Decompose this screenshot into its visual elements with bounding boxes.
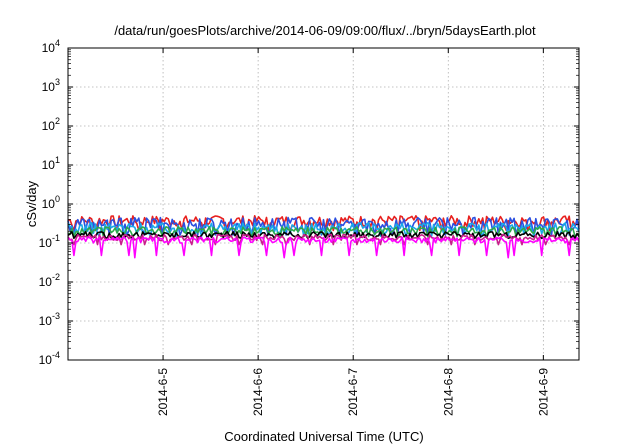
y-tick-label: 103 bbox=[42, 77, 60, 94]
grid bbox=[68, 48, 579, 360]
chart-title: /data/run/goesPlots/archive/2014-06-09/0… bbox=[114, 23, 536, 38]
x-axis: 2014-6-5 2014-6-6 2014-6-7 2014-6-8 2014-6-9 bbox=[156, 48, 550, 416]
y-tick-label: 10-2 bbox=[39, 272, 60, 289]
x-tick-label: 2014-6-9 bbox=[536, 368, 550, 416]
x-axis-label: Coordinated Universal Time (UTC) bbox=[224, 429, 423, 444]
y-tick-label: 10-1 bbox=[39, 233, 60, 250]
series-line-7 bbox=[67, 236, 580, 259]
series-line-5 bbox=[67, 230, 580, 240]
y-tick-label: 101 bbox=[42, 155, 60, 172]
y-tick-label: 100 bbox=[42, 194, 60, 211]
y-tick-label: 102 bbox=[42, 116, 60, 133]
x-tick-label: 2014-6-8 bbox=[441, 368, 455, 416]
y-axis: 10-4 10-3 10-2 10-1 100 101 102 103 104 bbox=[39, 38, 579, 367]
y-tick-label: 104 bbox=[42, 38, 60, 55]
y-axis-label: cSv/day bbox=[24, 180, 39, 227]
y-tick-label: 10-4 bbox=[39, 350, 60, 367]
x-tick-label: 2014-6-7 bbox=[346, 368, 360, 416]
series-group bbox=[67, 215, 580, 259]
series-line-3 bbox=[67, 222, 580, 237]
x-tick-label: 2014-6-5 bbox=[156, 368, 170, 416]
y-tick-label: 10-3 bbox=[39, 311, 60, 328]
x-tick-label: 2014-6-6 bbox=[251, 368, 265, 416]
